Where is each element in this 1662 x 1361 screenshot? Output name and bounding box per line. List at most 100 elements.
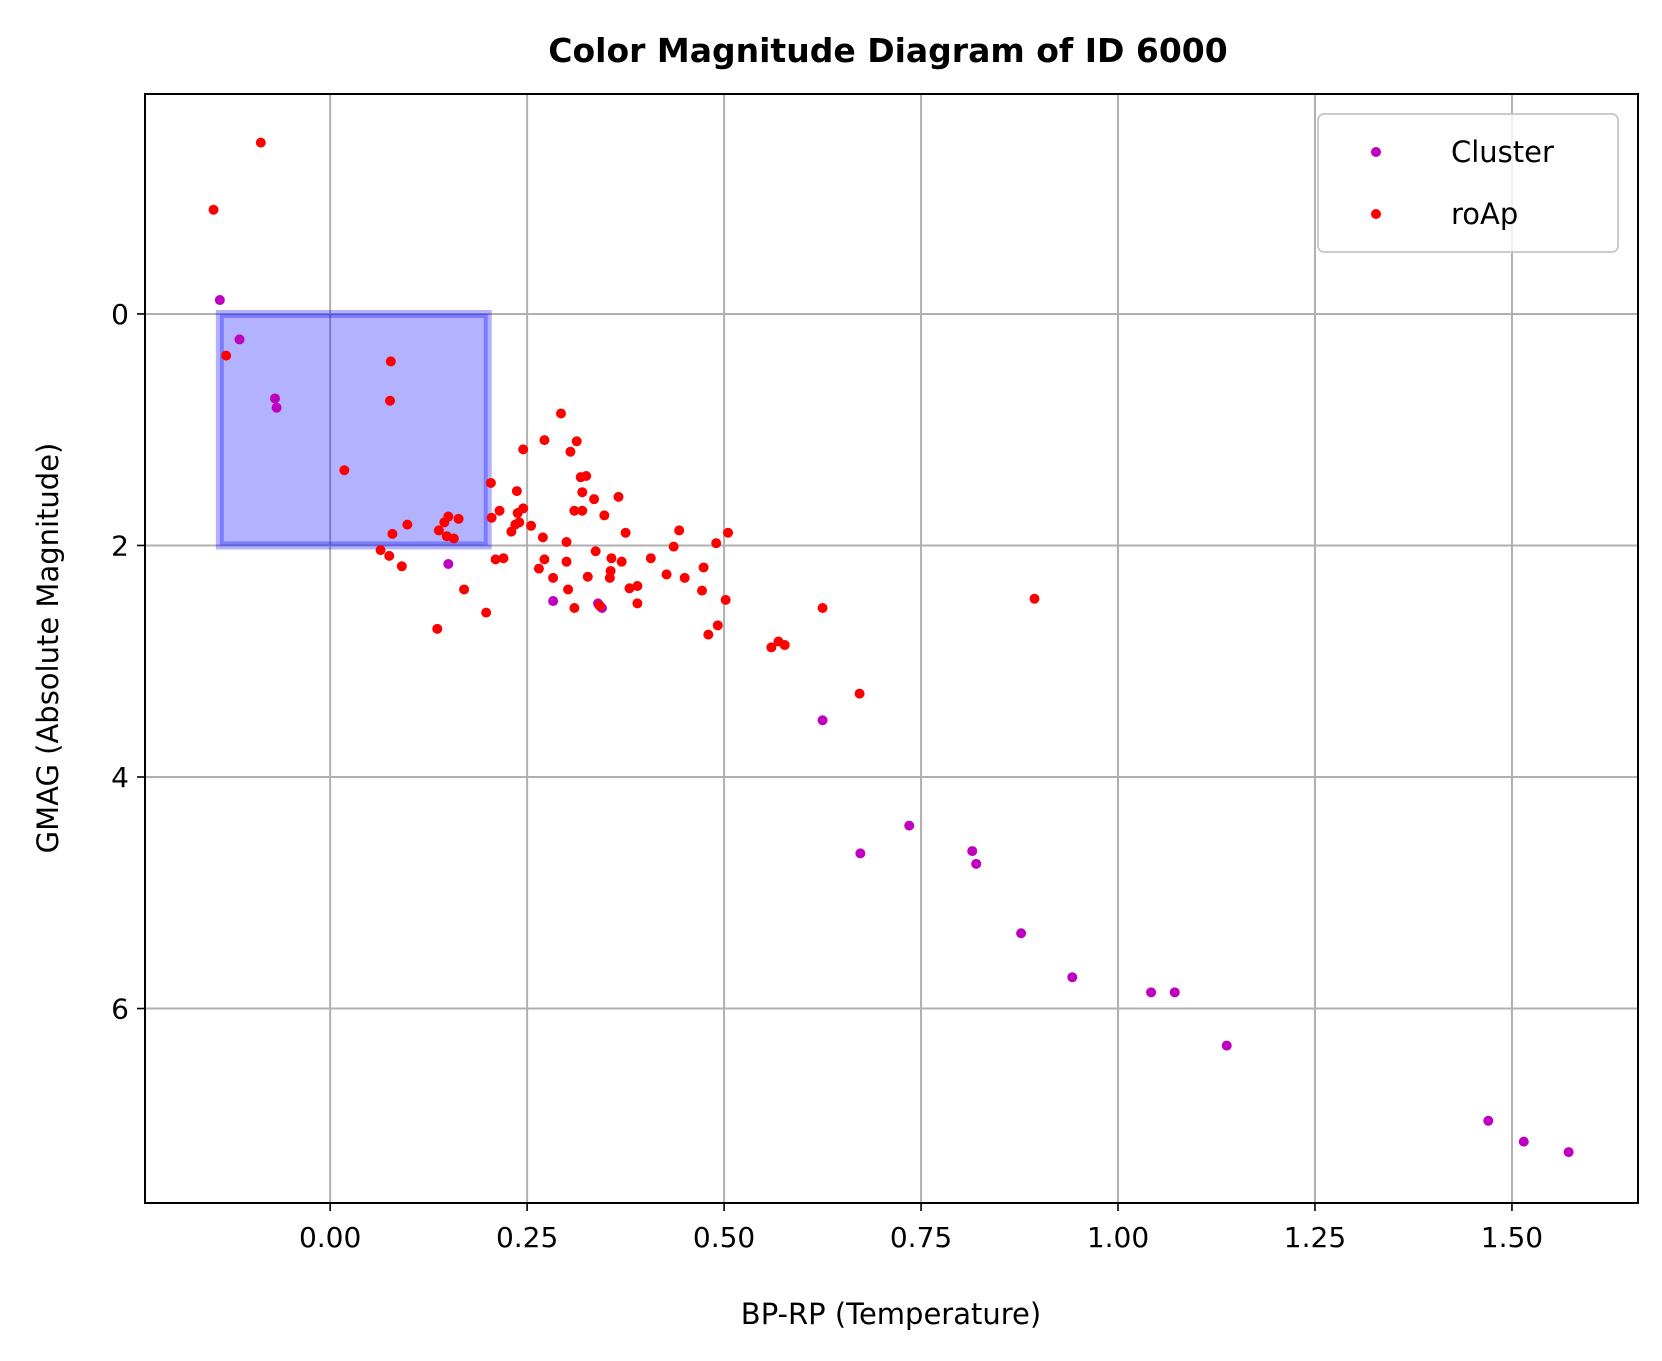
data-point-roap: [433, 525, 444, 536]
legend-label-roap: roAp: [1451, 197, 1518, 231]
data-point-cluster: [271, 402, 282, 413]
data-point-roap: [589, 494, 600, 505]
data-point-roap: [1029, 593, 1040, 604]
x-tick-label: 1.25: [1284, 1221, 1346, 1254]
data-point-roap: [486, 512, 497, 523]
data-point-cluster: [234, 334, 245, 345]
chart-title: Color Magnitude Diagram of ID 6000: [548, 31, 1227, 70]
x-tick-label: 0.75: [890, 1221, 952, 1254]
x-tick-label: 1.00: [1087, 1221, 1149, 1254]
data-point-roap: [453, 513, 464, 524]
data-point-cluster: [548, 596, 559, 607]
plot-frame: [144, 93, 1639, 1204]
highlight-region-layer: [215, 309, 492, 550]
data-point-roap: [485, 477, 496, 488]
x-axis-label: BP-RP (Temperature): [741, 1297, 1041, 1331]
series-roap: [208, 137, 1040, 699]
data-point-roap: [255, 137, 266, 148]
data-point-roap: [616, 556, 627, 567]
data-point-cluster: [1483, 1115, 1494, 1126]
data-point-roap: [606, 553, 617, 564]
data-point-roap: [645, 553, 656, 564]
data-point-roap: [561, 556, 572, 567]
data-point-roap: [624, 583, 635, 594]
data-point-roap: [723, 527, 734, 538]
data-point-roap: [548, 572, 559, 583]
data-point-cluster: [817, 715, 828, 726]
legend-marker-roap: [1371, 209, 1381, 219]
data-point-roap: [577, 505, 588, 516]
data-point-roap: [511, 486, 522, 497]
grid-lines: [145, 94, 1638, 1203]
y-axis-ticks: 0 2 4 6: [111, 298, 145, 1026]
data-point-roap: [385, 395, 396, 406]
data-point-roap: [668, 541, 679, 552]
data-point-roap: [720, 594, 731, 605]
series-cluster: [214, 295, 1574, 1158]
data-point-roap: [620, 527, 631, 538]
data-point-cluster: [269, 393, 280, 404]
data-point-roap: [711, 538, 722, 549]
data-point-roap: [518, 444, 529, 455]
data-point-cluster: [443, 558, 454, 569]
data-point-roap: [697, 585, 708, 596]
data-point-roap: [569, 602, 580, 613]
data-point-roap: [441, 531, 452, 542]
data-point-roap: [581, 471, 592, 482]
x-tick-label: 0.50: [693, 1221, 755, 1254]
data-point-roap: [590, 546, 601, 557]
data-point-roap: [526, 520, 537, 531]
highlight-region: [215, 309, 492, 550]
x-axis-ticks: 0.00 0.25 0.50 0.75 1.00 1.25 1.50: [299, 1203, 1543, 1254]
data-point-roap: [571, 436, 582, 447]
data-point-roap: [539, 554, 550, 565]
data-point-roap: [385, 356, 396, 367]
data-point-cluster: [214, 295, 225, 306]
data-point-roap: [375, 545, 386, 556]
data-points-layer: [208, 137, 1574, 1158]
data-point-roap: [854, 688, 865, 699]
y-tick-label: 0: [111, 298, 129, 331]
y-axis-label: GMAG (Absolute Magnitude): [31, 443, 65, 854]
data-point-cluster: [855, 848, 866, 859]
data-point-roap: [569, 505, 580, 516]
data-point-roap: [605, 565, 616, 576]
data-point-roap: [679, 572, 690, 583]
data-point-roap: [481, 607, 492, 618]
y-tick-label: 6: [111, 993, 129, 1026]
data-point-roap: [632, 598, 643, 609]
data-point-roap: [712, 620, 723, 631]
x-tick-label: 0.00: [299, 1221, 361, 1254]
data-point-cluster: [1169, 987, 1180, 998]
data-point-roap: [565, 446, 576, 457]
data-point-cluster: [1016, 928, 1027, 939]
data-point-cluster: [1221, 1040, 1232, 1051]
data-point-roap: [632, 580, 643, 591]
data-point-roap: [613, 491, 624, 502]
data-point-cluster: [1563, 1147, 1574, 1158]
x-tick-label: 0.25: [496, 1221, 558, 1254]
data-point-roap: [599, 510, 610, 521]
data-point-roap: [387, 528, 398, 539]
data-point-roap: [208, 204, 219, 215]
legend: Cluster roAp: [1317, 113, 1619, 253]
data-point-roap: [494, 505, 505, 516]
data-point-roap: [339, 465, 350, 476]
data-point-roap: [518, 503, 529, 514]
data-point-roap: [396, 561, 407, 572]
data-point-roap: [490, 554, 501, 565]
data-point-cluster: [1067, 972, 1078, 983]
data-point-cluster: [904, 820, 915, 831]
data-point-cluster: [1146, 987, 1157, 998]
data-point-roap: [498, 553, 509, 564]
data-point-roap: [443, 511, 454, 522]
data-point-cluster: [1518, 1136, 1529, 1147]
data-point-roap: [563, 584, 574, 595]
y-tick-label: 2: [111, 529, 129, 562]
data-point-roap: [766, 642, 777, 653]
data-point-roap: [577, 487, 588, 498]
data-point-roap: [221, 350, 232, 361]
data-point-roap: [402, 519, 413, 530]
data-point-roap: [817, 602, 828, 613]
